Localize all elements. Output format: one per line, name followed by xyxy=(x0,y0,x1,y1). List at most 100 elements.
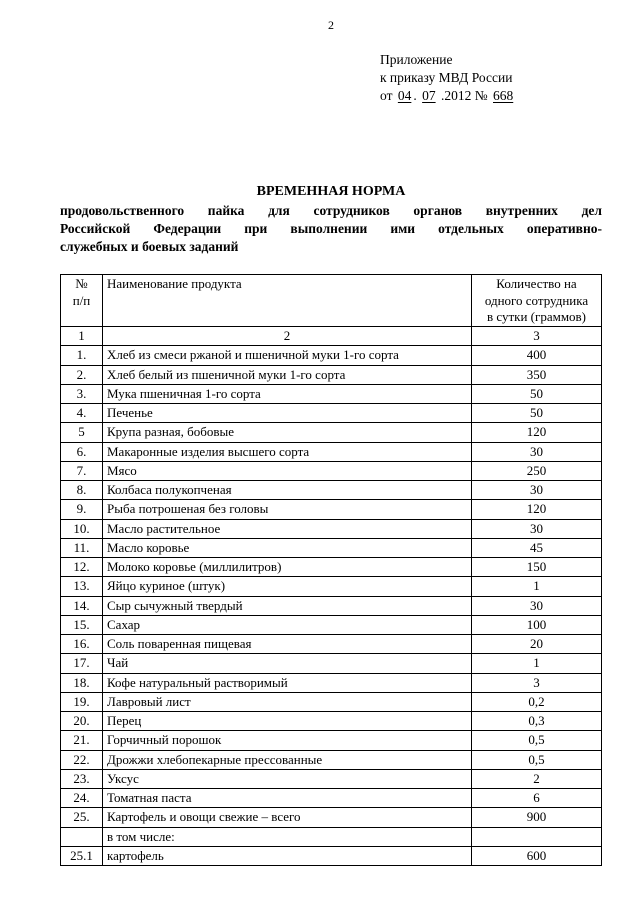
cell-name: Лавровый лист xyxy=(103,692,472,711)
cell-name: Уксус xyxy=(103,769,472,788)
table-row: 19.Лавровый лист0,2 xyxy=(61,692,602,711)
cell-number: 19. xyxy=(61,692,103,711)
header-order-no: 668 xyxy=(491,88,515,103)
cell-name: Картофель и овощи свежие – всего xyxy=(103,808,472,827)
table-row: 10.Масло растительное30 xyxy=(61,519,602,538)
title-main: ВРЕМЕННАЯ НОРМА xyxy=(60,184,602,200)
cell-number: 22. xyxy=(61,750,103,769)
cell-qty: 120 xyxy=(472,423,602,442)
cell-number xyxy=(61,827,103,846)
cell-qty: 150 xyxy=(472,558,602,577)
cell-name: Рыба потрошеная без головы xyxy=(103,500,472,519)
title-sub-line3: служебных и боевых заданий xyxy=(60,238,602,256)
cell-qty: 0,3 xyxy=(472,712,602,731)
cell-name: Масло коровье xyxy=(103,538,472,557)
ration-table: № п/п Наименование продукта Количество н… xyxy=(60,274,602,866)
cell-qty: 1 xyxy=(472,654,602,673)
cell-name: Соль поваренная пищевая xyxy=(103,635,472,654)
table-row: 23.Уксус2 xyxy=(61,769,602,788)
cell-number: 17. xyxy=(61,654,103,673)
cell-number: 11. xyxy=(61,538,103,557)
cell-name: Макаронные изделия высшего сорта xyxy=(103,442,472,461)
cell-qty: 350 xyxy=(472,365,602,384)
header-line2: к приказу МВД России xyxy=(380,70,512,85)
cell-name: Печенье xyxy=(103,404,472,423)
cell-number: 14. xyxy=(61,596,103,615)
table-row: 20.Перец0,3 xyxy=(61,712,602,731)
cell-number: 16. xyxy=(61,635,103,654)
table-row: 8.Колбаса полукопченая30 xyxy=(61,481,602,500)
table-subheader-row: 1 2 3 xyxy=(61,327,602,346)
title-sub-line2: Российской Федерации при выполнении ими … xyxy=(60,220,602,238)
col-header-number-a: № xyxy=(75,276,87,291)
table-row: 25.Картофель и овощи свежие – всего900 xyxy=(61,808,602,827)
cell-qty: 900 xyxy=(472,808,602,827)
table-body: 1.Хлеб из смеси ржаной и пшеничной муки … xyxy=(61,346,602,866)
table-row: 16.Соль поваренная пищевая20 xyxy=(61,635,602,654)
table-row: 12.Молоко коровье (миллилитров)150 xyxy=(61,558,602,577)
cell-name: Мясо xyxy=(103,461,472,480)
cell-qty: 0,2 xyxy=(472,692,602,711)
cell-name: Чай xyxy=(103,654,472,673)
cell-qty: 30 xyxy=(472,442,602,461)
table-row: 14.Сыр сычужный твердый30 xyxy=(61,596,602,615)
table-row: 11.Масло коровье45 xyxy=(61,538,602,557)
cell-number: 5 xyxy=(61,423,103,442)
table-row: 2.Хлеб белый из пшеничной муки 1-го сорт… xyxy=(61,365,602,384)
cell-number: 15. xyxy=(61,615,103,634)
col-header-number-b: п/п xyxy=(73,293,91,308)
table-row: 4.Печенье50 xyxy=(61,404,602,423)
table-row: 6.Макаронные изделия высшего сорта30 xyxy=(61,442,602,461)
header-date-year: .2012 № xyxy=(441,88,488,103)
cell-qty: 50 xyxy=(472,384,602,403)
table-row: 7.Мясо250 xyxy=(61,461,602,480)
cell-number: 2. xyxy=(61,365,103,384)
subhead-1: 1 xyxy=(61,327,103,346)
cell-qty: 400 xyxy=(472,346,602,365)
cell-qty: 1 xyxy=(472,577,602,596)
cell-qty: 0,5 xyxy=(472,750,602,769)
cell-name: Масло растительное xyxy=(103,519,472,538)
cell-qty: 50 xyxy=(472,404,602,423)
header-line1: Приложение xyxy=(380,52,452,67)
cell-name: Хлеб белый из пшеничной муки 1-го сорта xyxy=(103,365,472,384)
cell-qty xyxy=(472,827,602,846)
cell-qty: 30 xyxy=(472,519,602,538)
col-header-name: Наименование продукта xyxy=(103,275,472,327)
cell-name: Кофе натуральный растворимый xyxy=(103,673,472,692)
subhead-3: 3 xyxy=(472,327,602,346)
table-row: 21.Горчичный порошок0,5 xyxy=(61,731,602,750)
cell-number: 6. xyxy=(61,442,103,461)
cell-qty: 20 xyxy=(472,635,602,654)
cell-name: в том числе: xyxy=(103,827,472,846)
cell-name: картофель xyxy=(103,846,472,865)
cell-number: 20. xyxy=(61,712,103,731)
title-sub-line1: продовольственного пайка для сотрудников… xyxy=(60,202,602,220)
cell-number: 18. xyxy=(61,673,103,692)
table-row: 9.Рыба потрошеная без головы120 xyxy=(61,500,602,519)
header-attachment: Приложение к приказу МВД России от 04. 0… xyxy=(380,51,602,106)
table-row: 3.Мука пшеничная 1-го сорта50 xyxy=(61,384,602,403)
cell-qty: 30 xyxy=(472,481,602,500)
table-row: 13.Яйцо куриное (штук)1 xyxy=(61,577,602,596)
col-header-number: № п/п xyxy=(61,275,103,327)
cell-qty: 2 xyxy=(472,769,602,788)
col-header-qty-b: одного сотрудника xyxy=(485,293,588,308)
cell-number: 25. xyxy=(61,808,103,827)
cell-number: 4. xyxy=(61,404,103,423)
table-row: 25.1картофель600 xyxy=(61,846,602,865)
cell-number: 9. xyxy=(61,500,103,519)
table-row: 24.Томатная паста6 xyxy=(61,789,602,808)
cell-name: Хлеб из смеси ржаной и пшеничной муки 1-… xyxy=(103,346,472,365)
header-prefix: от xyxy=(380,88,392,103)
table-row: в том числе: xyxy=(61,827,602,846)
cell-name: Томатная паста xyxy=(103,789,472,808)
cell-number: 23. xyxy=(61,769,103,788)
cell-name: Сыр сычужный твердый xyxy=(103,596,472,615)
cell-qty: 6 xyxy=(472,789,602,808)
cell-number: 1. xyxy=(61,346,103,365)
cell-qty: 45 xyxy=(472,538,602,557)
cell-number: 13. xyxy=(61,577,103,596)
cell-qty: 120 xyxy=(472,500,602,519)
cell-qty: 250 xyxy=(472,461,602,480)
